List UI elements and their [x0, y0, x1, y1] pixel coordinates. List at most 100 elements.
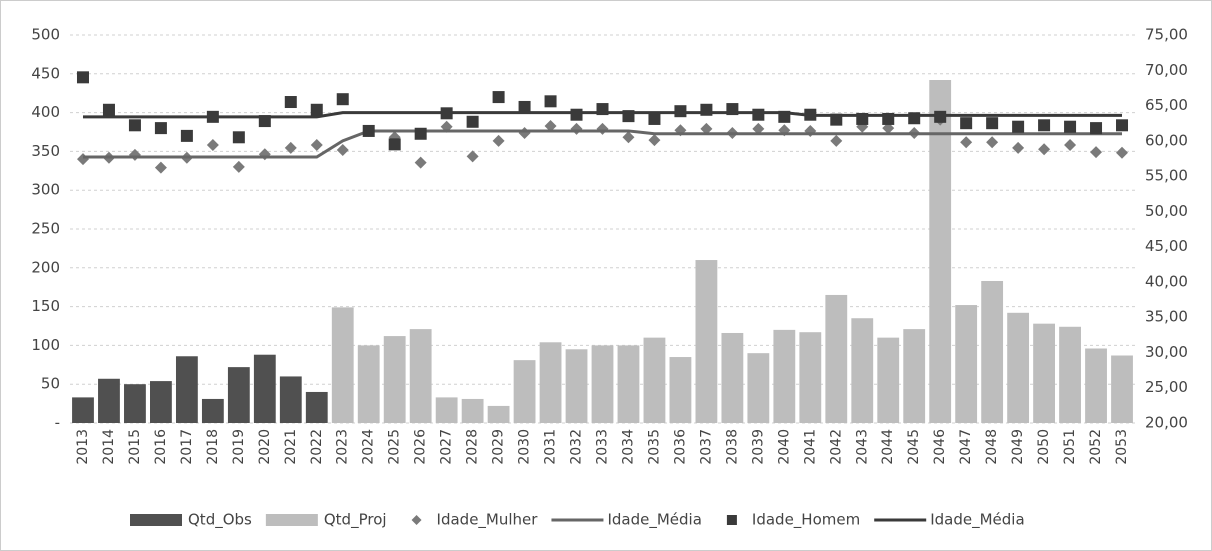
bar: [955, 305, 978, 423]
y-tick-label: 150: [31, 297, 60, 315]
x-tick-label: 2053: [1114, 429, 1130, 465]
y2-tick-label: 65,00: [1145, 96, 1188, 114]
bar: [305, 391, 328, 423]
line: [82, 111, 1123, 119]
bar: [747, 353, 770, 423]
marker: [830, 134, 843, 147]
x-tick-label: 2045: [906, 429, 922, 465]
y2-tick-label: 25,00: [1145, 378, 1188, 396]
marker: [154, 161, 167, 174]
marker: [1116, 146, 1129, 159]
legend-label: Idade_Média: [930, 511, 1024, 530]
x-tick-label: 2028: [465, 429, 481, 465]
bar: [1033, 323, 1055, 423]
bar: [201, 398, 224, 423]
bar: [150, 381, 172, 423]
marker: [1090, 146, 1103, 159]
bar: [565, 349, 588, 423]
marker: [206, 139, 219, 152]
x-tick-label: 2048: [984, 429, 1000, 465]
legend-label: Idade_Média: [607, 511, 701, 530]
x-tick-label: 2050: [1036, 429, 1052, 465]
marker: [1116, 119, 1129, 132]
marker: [388, 138, 401, 151]
marker: [310, 139, 323, 152]
x-tick-label: 2037: [698, 429, 714, 465]
x-tick-label: 2052: [1088, 429, 1104, 465]
x-tick-label: 2044: [880, 429, 896, 465]
bar: [773, 329, 796, 423]
x-tick-label: 2019: [231, 429, 247, 465]
bar: [513, 360, 536, 423]
marker: [648, 112, 661, 125]
bar: [799, 332, 822, 423]
bar: [825, 294, 848, 423]
legend-label: Idade_Homem: [752, 511, 860, 530]
y2-tick-label: 50,00: [1145, 202, 1188, 220]
x-tick-label: 2030: [517, 429, 533, 465]
marker: [960, 117, 973, 130]
x-tick-label: 2038: [724, 429, 740, 465]
marker: [466, 150, 479, 163]
bar: [643, 337, 666, 423]
marker: [960, 136, 973, 149]
bar: [383, 336, 406, 423]
y2-tick-label: 70,00: [1145, 61, 1188, 79]
bar: [1007, 312, 1030, 423]
x-tick-label: 2047: [958, 429, 974, 465]
marker: [986, 117, 999, 130]
y2-tick-label: 75,00: [1145, 26, 1188, 44]
x-tick-label: 2032: [569, 429, 585, 465]
x-tick-label: 2014: [101, 429, 117, 465]
bar: [695, 260, 718, 423]
marker: [1064, 139, 1077, 152]
bar: [851, 318, 874, 423]
line: [82, 129, 1123, 159]
x-tick-label: 2051: [1062, 429, 1078, 465]
legend-label: Qtd_Proj: [324, 511, 387, 530]
marker: [414, 156, 427, 169]
marker: [466, 115, 479, 128]
bar: [331, 307, 354, 423]
bar: [617, 345, 640, 423]
x-tick-label: 2036: [672, 429, 688, 465]
bar: [1059, 326, 1081, 423]
y-tick-label: 300: [31, 181, 60, 199]
legend-label: Idade_Mulher: [437, 511, 539, 530]
x-tick-label: 2025: [387, 429, 403, 465]
marker: [1012, 141, 1025, 154]
bar: [1111, 355, 1133, 423]
bar: [539, 342, 562, 423]
marker: [700, 122, 713, 135]
marker: [154, 122, 167, 135]
y2-tick-label: 45,00: [1145, 237, 1188, 255]
legend-swatch: [726, 515, 737, 525]
x-tick-label: 2046: [932, 429, 948, 465]
bar: [591, 345, 614, 423]
bar: [669, 357, 692, 423]
x-tick-label: 2042: [828, 429, 844, 465]
marker: [336, 143, 349, 156]
bar: [877, 337, 900, 423]
x-tick-label: 2029: [491, 429, 507, 465]
x-tick-label: 2031: [543, 429, 559, 465]
y2-tick-label: 60,00: [1145, 131, 1188, 149]
y2-tick-label: 20,00: [1145, 414, 1188, 432]
marker: [1038, 143, 1051, 156]
bar: [929, 80, 952, 424]
legend-label: Qtd_Obs: [188, 511, 252, 530]
marker: [1090, 122, 1103, 135]
bar: [487, 405, 510, 423]
marker: [336, 93, 349, 106]
y2-tick-label: 35,00: [1145, 308, 1188, 326]
x-tick-label: 2034: [620, 429, 636, 465]
bar: [1085, 348, 1107, 423]
x-tick-label: 2035: [646, 429, 662, 465]
bar: [227, 367, 250, 423]
bar: [279, 376, 302, 423]
x-tick-label: 2013: [75, 429, 91, 465]
y-tick-label: 400: [31, 103, 60, 121]
y-tick-label: 500: [31, 26, 60, 44]
marker: [570, 108, 583, 121]
